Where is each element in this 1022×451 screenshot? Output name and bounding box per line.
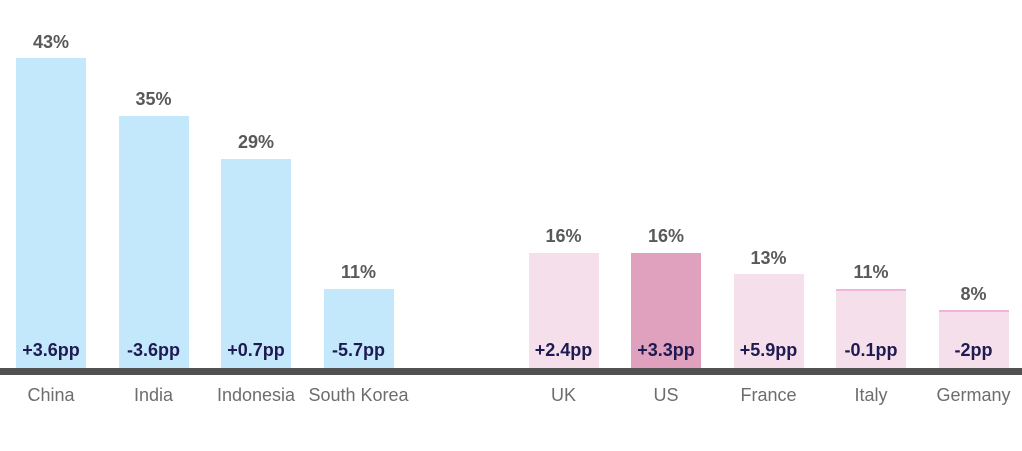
category-label-india: India — [133, 385, 174, 405]
bar-china: +3.6pp — [16, 58, 86, 368]
category-label-italy: Italy — [854, 385, 888, 405]
bar-column-france: 13% +5.9pp — [733, 247, 804, 368]
value-label-us: 16% — [647, 226, 685, 247]
bar-column-indonesia: 29% +0.7pp — [221, 133, 291, 368]
change-label-indonesia: +0.7pp — [227, 340, 285, 361]
category-label-germany: Germany — [936, 385, 1011, 405]
category-label-south-korea: South Korea — [308, 385, 409, 405]
bar-column-china: 43% +3.6pp — [16, 31, 86, 368]
value-label-south-korea: 11% — [340, 262, 377, 283]
value-label-france: 13% — [750, 247, 787, 268]
bars-row: 43% +3.6pp 35% -3.6pp 29% +0.7pp 11% -5.7pp 16% +… — [16, 31, 1009, 368]
bar-india: -3.6pp — [118, 116, 189, 368]
x-axis-line — [0, 368, 1022, 375]
bar-column-south-korea: 11% -5.7pp — [323, 262, 394, 368]
group-spacer — [426, 385, 496, 407]
category-label-france: France — [740, 385, 797, 405]
bar-column-india: 35% -3.6pp — [118, 89, 189, 368]
change-label-germany: -2pp — [954, 340, 993, 361]
bar-us: +3.3pp — [631, 252, 701, 368]
bar-italy: -0.1pp — [836, 288, 906, 368]
change-label-uk: +2.4pp — [534, 340, 593, 361]
bar-column-us: 16% +3.3pp — [631, 226, 701, 368]
category-label-indonesia: Indonesia — [216, 385, 296, 405]
bar-france: +5.9pp — [733, 274, 804, 368]
change-label-italy: -0.1pp — [844, 340, 898, 361]
change-label-france: +5.9pp — [739, 340, 798, 361]
bar-uk: +2.4pp — [528, 252, 599, 368]
bar-column-italy: 11% -0.1pp — [836, 262, 906, 368]
bar-column-germany: 8% -2pp — [938, 283, 1009, 368]
change-label-south-korea: -5.7pp — [331, 340, 385, 361]
value-label-china: 43% — [32, 31, 70, 52]
category-labels-row: China India Indonesia South Korea UK US France… — [0, 385, 1022, 407]
value-label-germany: 8% — [960, 283, 987, 304]
bar-germany: -2pp — [938, 310, 1009, 368]
change-label-india: -3.6pp — [126, 340, 180, 361]
category-label-uk: UK — [550, 385, 576, 405]
bar-indonesia: +0.7pp — [221, 159, 291, 368]
bar-column-uk: 16% +2.4pp — [528, 226, 599, 368]
change-label-us: +3.3pp — [637, 340, 695, 361]
category-label-us: US — [653, 385, 679, 405]
category-label-china: China — [27, 385, 75, 405]
change-label-china: +3.6pp — [22, 340, 80, 361]
value-label-uk: 16% — [545, 226, 582, 247]
bar-south-korea: -5.7pp — [323, 288, 394, 368]
value-label-italy: 11% — [853, 262, 889, 283]
value-label-india: 35% — [135, 89, 172, 110]
value-label-indonesia: 29% — [237, 132, 275, 153]
